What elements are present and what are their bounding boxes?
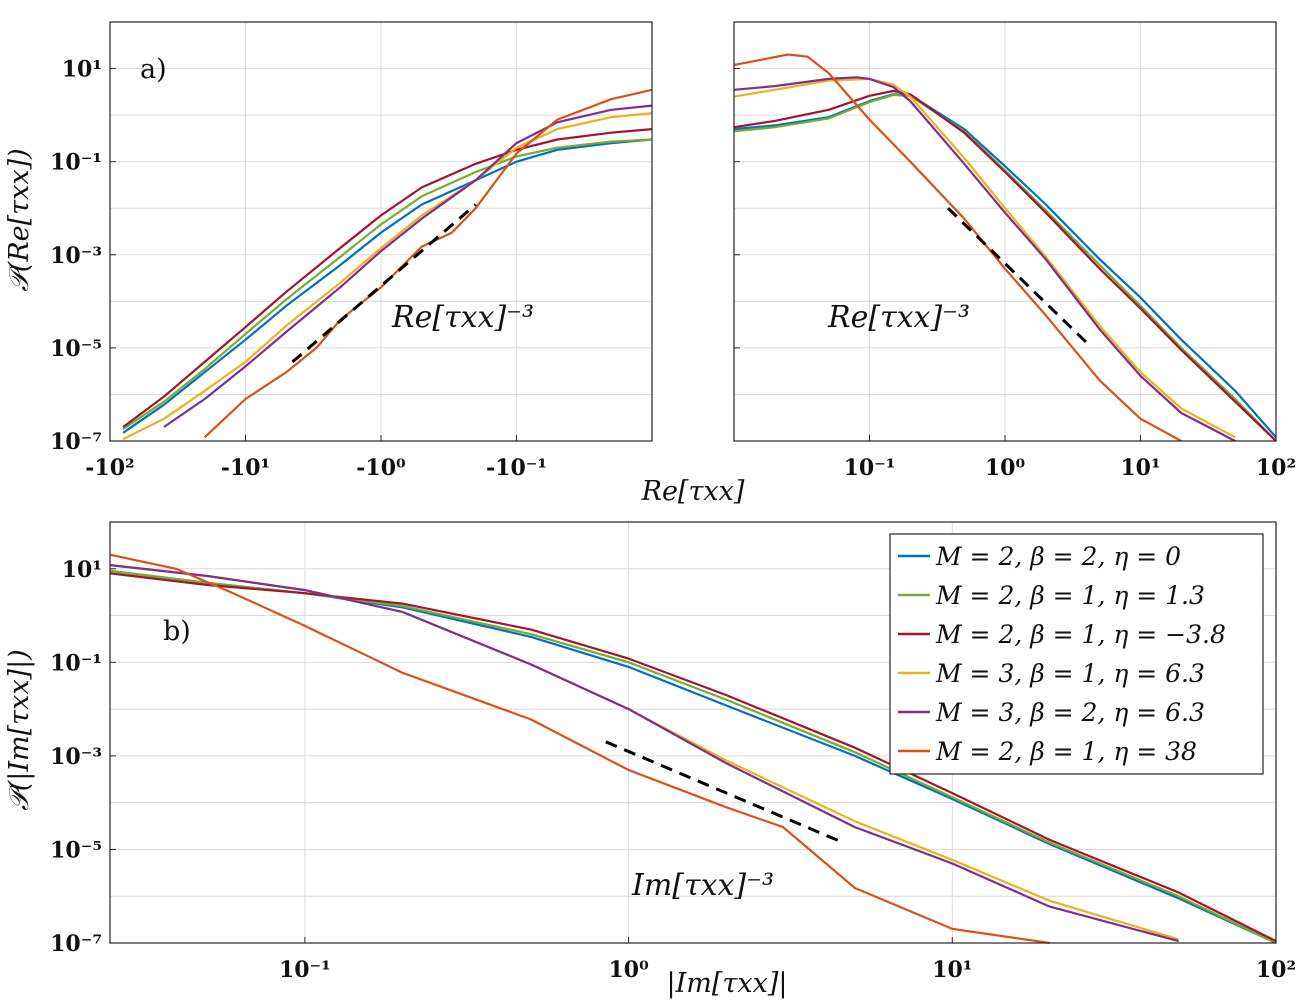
annotation-b: Im[τxx]⁻³ bbox=[631, 868, 774, 903]
series-line-4 bbox=[122, 112, 653, 441]
x-tick-label: 10⁰ bbox=[985, 455, 1026, 481]
x-tick-label: 10² bbox=[1256, 957, 1296, 983]
panel-b-ylabel: 𝒫(|Im[τxx]|) bbox=[4, 649, 35, 810]
panel-b-xlabel: |Im[τxx]| bbox=[667, 968, 788, 999]
series-line-5 bbox=[109, 564, 1179, 943]
series-line-3 bbox=[122, 128, 653, 428]
panel-a-label: a) bbox=[140, 54, 167, 85]
y-tick-label: 10⁻⁷ bbox=[50, 429, 102, 455]
x-tick-label: 10⁻¹ bbox=[844, 455, 896, 481]
x-tick-label: 10² bbox=[1256, 455, 1296, 481]
x-tick-label: -10⁻¹ bbox=[486, 455, 547, 481]
x-tick-label: 10⁰ bbox=[608, 957, 649, 983]
annotation-a-left: Re[τxx]⁻³ bbox=[391, 300, 534, 335]
legend-entry: M = 2, β = 2, η = 0 bbox=[935, 542, 1181, 571]
y-tick-label: 10⁻⁵ bbox=[50, 837, 102, 863]
series-line-5 bbox=[733, 76, 1236, 442]
panel-a-ylabel: 𝒫(Re[τxx]) bbox=[4, 148, 35, 291]
panel-b-label: b) bbox=[163, 616, 191, 647]
series-line-6 bbox=[203, 88, 653, 439]
series-line-3 bbox=[109, 572, 1277, 943]
x-tick-label: -10¹ bbox=[221, 455, 270, 481]
series-line-3 bbox=[733, 89, 1277, 442]
y-tick-label: 10⁻¹ bbox=[50, 150, 102, 176]
y-tick-label: 10⁻⁷ bbox=[50, 931, 102, 957]
series-line-6 bbox=[109, 553, 1050, 945]
y-tick-label: 10⁻³ bbox=[50, 744, 102, 770]
legend-box bbox=[889, 533, 1264, 775]
x-tick-label: 10¹ bbox=[932, 957, 972, 983]
y-tick-label: 10⁻⁵ bbox=[50, 336, 102, 362]
series-line-6 bbox=[733, 53, 1182, 442]
y-tick-label: 10¹ bbox=[62, 57, 102, 83]
y-tick-label: 10¹ bbox=[62, 557, 102, 583]
reference-line bbox=[947, 207, 1088, 344]
legend-entry: M = 2, β = 1, η = 38 bbox=[935, 737, 1197, 766]
series-line-1 bbox=[122, 138, 653, 434]
legend-entry: M = 2, β = 1, η = −3.8 bbox=[935, 620, 1226, 649]
legend-entry: M = 2, β = 1, η = 1.3 bbox=[935, 581, 1205, 610]
x-tick-label: 10¹ bbox=[1120, 455, 1160, 481]
legend-entry: M = 3, β = 1, η = 6.3 bbox=[935, 659, 1205, 688]
reference-line bbox=[291, 203, 477, 364]
series-line-2 bbox=[122, 138, 653, 431]
legend: M = 2, β = 2, η = 0 M = 2, β = 1, η = 1.3… bbox=[889, 533, 1264, 775]
legend-entry: M = 3, β = 2, η = 6.3 bbox=[935, 698, 1205, 727]
reference-line bbox=[605, 740, 844, 844]
y-tick-label: 10⁻¹ bbox=[50, 650, 102, 676]
x-tick-label: 10⁻¹ bbox=[279, 957, 331, 983]
panel-a-right: 10⁻¹ 10⁰ 10¹ 10² bbox=[733, 21, 1296, 481]
panel-a-xlabel: Re[τxx] bbox=[641, 476, 745, 507]
x-tick-label: -10² bbox=[85, 455, 134, 481]
panel-a-left: -10² -10¹ -10⁰ -10⁻¹ 10⁻⁷ 10⁻⁵ 10⁻³ 10⁻¹ 10¹ bbox=[50, 21, 653, 481]
series-line-4 bbox=[733, 77, 1236, 439]
annotation-a-right: Re[τxx]⁻³ bbox=[827, 300, 970, 335]
panel-b: 10⁻¹ 10⁰ 10¹ 10² 10⁻⁷ 10⁻⁵ 10⁻³ 10⁻¹ 10¹ bbox=[50, 521, 1296, 983]
axes-frame bbox=[109, 521, 1277, 944]
x-tick-label: -10⁰ bbox=[356, 455, 406, 481]
y-tick-label: 10⁻³ bbox=[50, 243, 102, 269]
series-line-5 bbox=[163, 104, 653, 428]
